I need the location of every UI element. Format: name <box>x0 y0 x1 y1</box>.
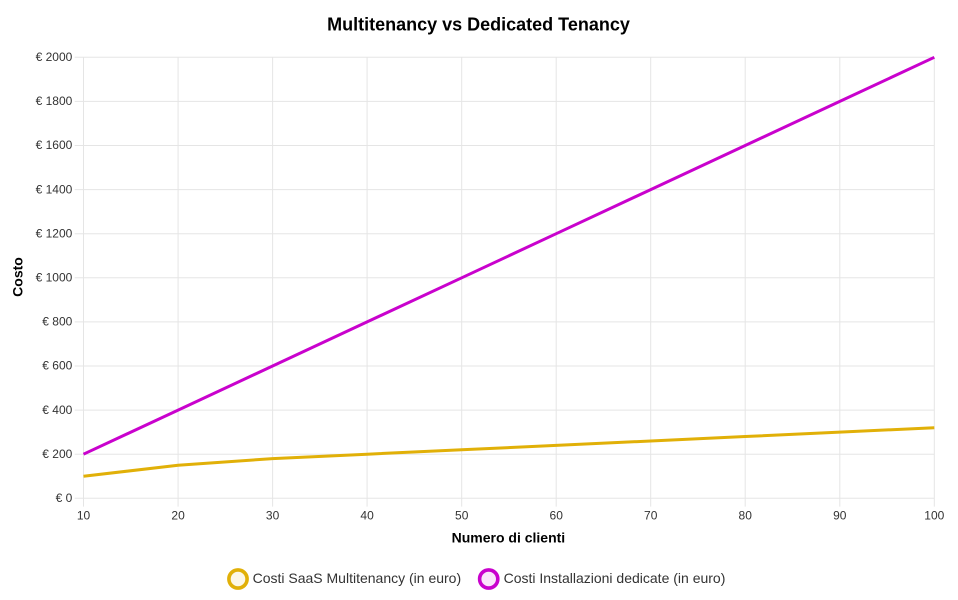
svg-text:90: 90 <box>833 509 847 523</box>
svg-text:€ 1200: € 1200 <box>36 226 73 240</box>
svg-text:Costi SaaS Multitenancy (in eu: Costi SaaS Multitenancy (in euro) <box>253 570 462 586</box>
svg-text:€ 800: € 800 <box>42 315 72 329</box>
svg-text:Costo: Costo <box>10 257 26 297</box>
svg-text:80: 80 <box>739 509 753 523</box>
svg-text:€ 400: € 400 <box>42 403 72 417</box>
svg-text:30: 30 <box>266 509 280 523</box>
svg-text:€ 600: € 600 <box>42 359 72 373</box>
svg-text:Multitenancy vs Dedicated Tena: Multitenancy vs Dedicated Tenancy <box>327 15 630 35</box>
svg-text:40: 40 <box>360 509 374 523</box>
svg-text:€ 0: € 0 <box>56 491 73 505</box>
svg-text:€ 1000: € 1000 <box>36 271 73 285</box>
svg-text:€ 1400: € 1400 <box>36 182 73 196</box>
svg-text:€ 2000: € 2000 <box>36 50 73 64</box>
svg-text:20: 20 <box>171 509 185 523</box>
svg-text:€ 200: € 200 <box>42 447 72 461</box>
svg-text:100: 100 <box>924 509 944 523</box>
svg-text:€ 1600: € 1600 <box>36 138 73 152</box>
svg-text:10: 10 <box>77 509 91 523</box>
svg-text:€ 1800: € 1800 <box>36 94 73 108</box>
svg-text:Costi Installazioni dedicate (: Costi Installazioni dedicate (in euro) <box>504 570 726 586</box>
svg-text:Numero di clienti: Numero di clienti <box>452 530 566 546</box>
svg-text:60: 60 <box>550 509 564 523</box>
svg-text:50: 50 <box>455 509 469 523</box>
svg-text:70: 70 <box>644 509 658 523</box>
